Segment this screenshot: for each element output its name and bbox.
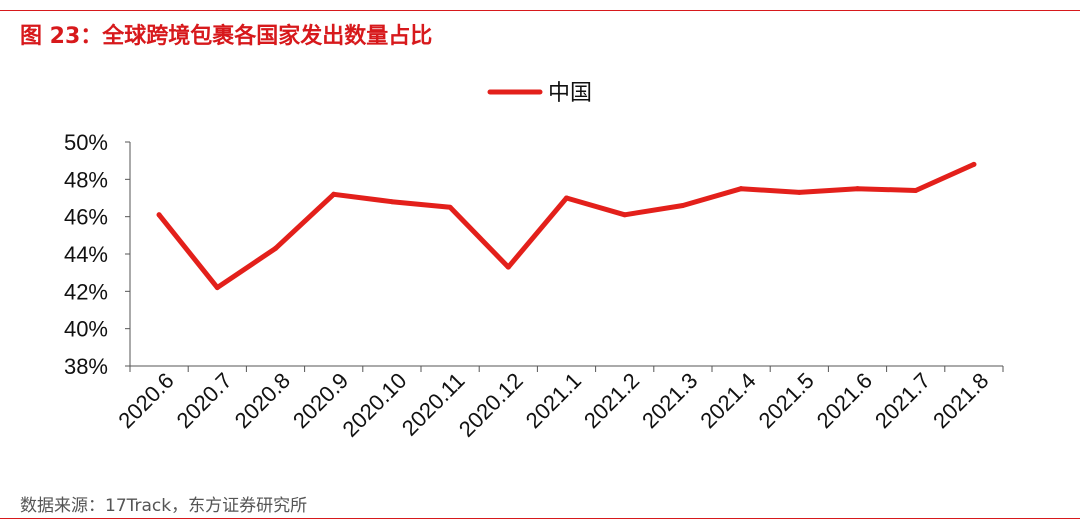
y-tick-label: 48% [64, 167, 108, 192]
x-tick-label: 2020.6 [113, 368, 178, 433]
x-tick-label: 2021.1 [521, 368, 586, 433]
data-point [505, 264, 511, 270]
x-tick-label: 2021.8 [928, 368, 993, 433]
x-tick-label: 2021.5 [754, 368, 819, 433]
chart-title: 图 23：全球跨境包裹各国家发出数量占比 [20, 24, 433, 49]
data-point [331, 191, 337, 197]
data-point [913, 188, 919, 194]
x-tick-label: 2020.7 [172, 368, 237, 433]
data-point [389, 199, 395, 205]
x-tick-label: 2020.10 [338, 368, 412, 442]
data-point [971, 161, 977, 167]
data-point [447, 204, 453, 210]
y-tick-label: 40% [64, 317, 108, 342]
x-tick-label: 2021.7 [870, 368, 935, 433]
y-tick-label: 44% [64, 242, 108, 267]
data-point [156, 212, 162, 218]
data-point [564, 195, 569, 201]
y-tick-label: 50% [64, 130, 108, 155]
series-line-中国 [156, 161, 977, 291]
x-tick-label: 2021.6 [812, 368, 877, 433]
data-point [680, 202, 686, 208]
data-point [622, 212, 628, 218]
data-point [796, 189, 802, 195]
y-tick-label: 46% [64, 205, 108, 230]
x-tick-label: 2021.2 [579, 368, 644, 433]
y-tick-label: 38% [64, 354, 108, 379]
data-point [214, 285, 220, 291]
data-point [273, 245, 278, 251]
title-rule [0, 10, 1080, 11]
x-tick-label: 2020.8 [230, 368, 295, 433]
source-note: 数据来源：17Track，东方证券研究所 [20, 496, 308, 516]
data-point [738, 186, 744, 192]
x-tick-label: 2021.4 [695, 368, 760, 433]
x-tick-label: 2020.12 [454, 368, 528, 442]
y-tick-label: 42% [64, 279, 108, 304]
data-point [855, 186, 860, 192]
bottom-rule [0, 518, 1080, 519]
header: 图 23：全球跨境包裹各国家发出数量占比 [0, 0, 1080, 49]
legend-label: 中国 [548, 81, 592, 106]
x-tick-label: 2021.3 [637, 368, 702, 433]
